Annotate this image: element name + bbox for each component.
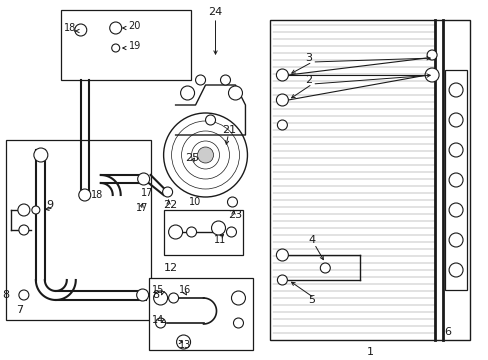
- Circle shape: [448, 113, 462, 127]
- Text: 19: 19: [128, 41, 141, 51]
- Text: 12: 12: [163, 263, 177, 273]
- Circle shape: [163, 113, 247, 197]
- Circle shape: [276, 249, 288, 261]
- Bar: [6, 140, 150, 320]
- Text: 10: 10: [189, 197, 201, 207]
- Circle shape: [195, 75, 205, 85]
- Text: 18: 18: [63, 23, 76, 33]
- Text: 23: 23: [228, 210, 242, 220]
- Text: 18: 18: [91, 190, 103, 200]
- Text: 11: 11: [213, 235, 225, 245]
- Text: 24: 24: [208, 7, 222, 17]
- Circle shape: [220, 75, 230, 85]
- Circle shape: [320, 263, 329, 273]
- Text: 5: 5: [308, 295, 315, 305]
- Circle shape: [276, 94, 288, 106]
- Circle shape: [277, 120, 287, 130]
- Circle shape: [176, 335, 190, 349]
- Circle shape: [75, 24, 86, 36]
- Text: 21: 21: [222, 125, 236, 135]
- Text: 20: 20: [128, 21, 141, 31]
- Circle shape: [226, 227, 236, 237]
- Text: 7: 7: [16, 305, 23, 315]
- Bar: [148, 278, 253, 350]
- Bar: [163, 210, 243, 255]
- Circle shape: [79, 189, 91, 201]
- Text: 9: 9: [46, 200, 53, 210]
- Circle shape: [448, 83, 462, 97]
- Bar: [61, 10, 190, 80]
- Circle shape: [155, 318, 165, 328]
- Text: 4: 4: [308, 235, 315, 245]
- Circle shape: [228, 86, 242, 100]
- Circle shape: [448, 143, 462, 157]
- Circle shape: [18, 204, 30, 216]
- Circle shape: [19, 290, 29, 300]
- Text: 6: 6: [444, 327, 450, 337]
- Text: 1: 1: [366, 347, 373, 357]
- Circle shape: [211, 221, 225, 235]
- Text: 14: 14: [151, 315, 163, 325]
- Circle shape: [231, 291, 245, 305]
- Circle shape: [197, 147, 213, 163]
- Circle shape: [153, 291, 167, 305]
- Circle shape: [448, 173, 462, 187]
- Text: 8: 8: [152, 290, 160, 300]
- Circle shape: [19, 225, 29, 235]
- Circle shape: [138, 173, 149, 185]
- Circle shape: [34, 148, 48, 162]
- Circle shape: [233, 318, 243, 328]
- Text: 17: 17: [135, 203, 148, 213]
- Circle shape: [227, 197, 237, 207]
- Circle shape: [191, 141, 219, 169]
- Text: 16: 16: [178, 285, 190, 295]
- Circle shape: [205, 115, 215, 125]
- Circle shape: [109, 22, 122, 34]
- Circle shape: [424, 68, 438, 82]
- Circle shape: [168, 225, 182, 239]
- Circle shape: [186, 227, 196, 237]
- Circle shape: [448, 203, 462, 217]
- Circle shape: [276, 69, 288, 81]
- Circle shape: [448, 233, 462, 247]
- Bar: [444, 70, 466, 290]
- Text: 2: 2: [305, 75, 312, 85]
- Circle shape: [136, 289, 148, 301]
- Circle shape: [181, 131, 229, 179]
- Text: 8: 8: [2, 290, 9, 300]
- Circle shape: [180, 86, 194, 100]
- Text: 22: 22: [163, 200, 178, 210]
- Circle shape: [171, 121, 239, 189]
- Bar: [270, 20, 469, 340]
- Circle shape: [426, 50, 436, 60]
- Text: 17: 17: [141, 188, 153, 198]
- Text: 3: 3: [305, 53, 312, 63]
- Circle shape: [448, 263, 462, 277]
- Circle shape: [32, 206, 40, 214]
- Circle shape: [111, 44, 120, 52]
- Circle shape: [277, 275, 287, 285]
- Circle shape: [168, 293, 178, 303]
- Text: 25: 25: [185, 153, 199, 163]
- Text: 13: 13: [178, 340, 190, 350]
- Circle shape: [163, 187, 172, 197]
- Text: 15: 15: [151, 285, 163, 295]
